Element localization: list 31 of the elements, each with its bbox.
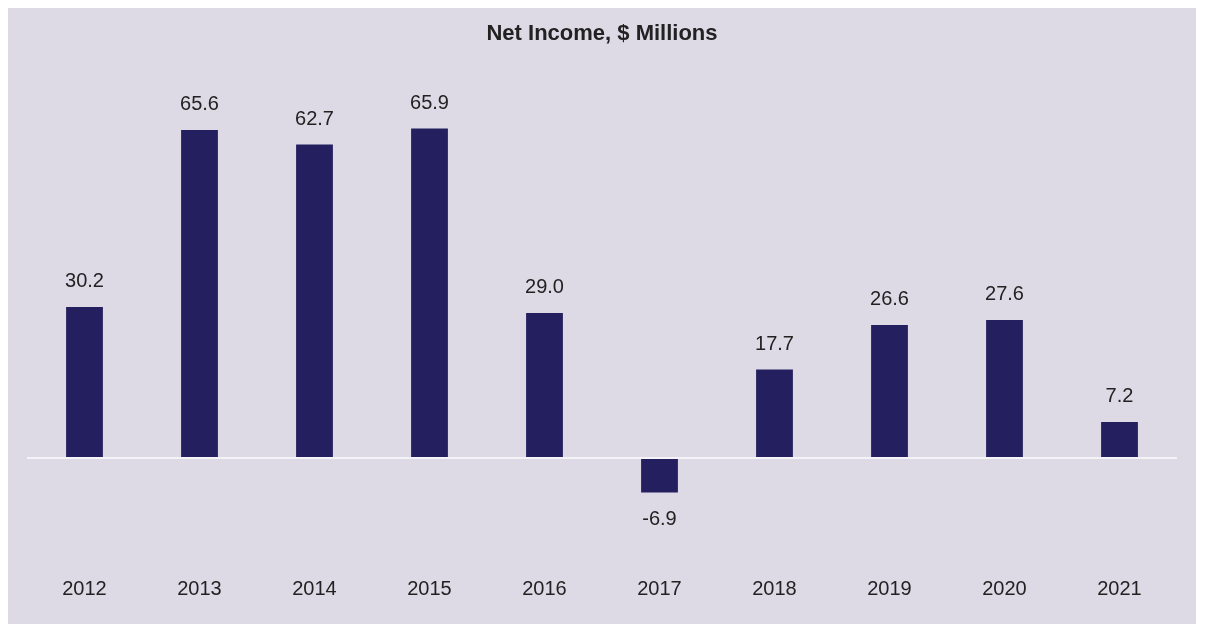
x-tick-label: 2012 bbox=[62, 576, 107, 599]
bar bbox=[526, 313, 563, 458]
data-label: 62.7 bbox=[295, 106, 334, 129]
x-tick-label: 2015 bbox=[407, 576, 452, 599]
data-label: 17.7 bbox=[755, 331, 794, 354]
x-tick-label: 2014 bbox=[292, 576, 337, 599]
data-label: 26.6 bbox=[870, 287, 909, 309]
chart-title: Net Income, $ Millions bbox=[486, 19, 718, 45]
bar bbox=[756, 369, 793, 458]
bar bbox=[986, 320, 1023, 458]
data-label: 65.9 bbox=[410, 90, 449, 113]
x-tick-label: 2018 bbox=[752, 576, 797, 599]
data-label: 27.6 bbox=[985, 282, 1024, 304]
data-label: 65.6 bbox=[180, 92, 219, 114]
bar bbox=[296, 144, 333, 458]
x-tick-label: 2019 bbox=[867, 576, 912, 599]
x-tick-label: 2013 bbox=[177, 576, 222, 599]
bar bbox=[1101, 422, 1138, 458]
x-tick-label: 2021 bbox=[1097, 576, 1142, 599]
bar bbox=[411, 128, 448, 458]
data-label: 30.2 bbox=[65, 269, 104, 291]
data-label: 7.2 bbox=[1105, 384, 1134, 406]
x-tick-label: 2017 bbox=[637, 576, 682, 599]
bar bbox=[871, 325, 908, 458]
bar bbox=[66, 307, 103, 458]
data-label: -6.9 bbox=[642, 506, 677, 529]
data-label: 29.0 bbox=[525, 275, 564, 297]
x-tick-label: 2020 bbox=[982, 576, 1027, 599]
bar bbox=[181, 130, 218, 458]
x-tick-label: 2016 bbox=[522, 576, 567, 599]
bar bbox=[641, 458, 678, 493]
